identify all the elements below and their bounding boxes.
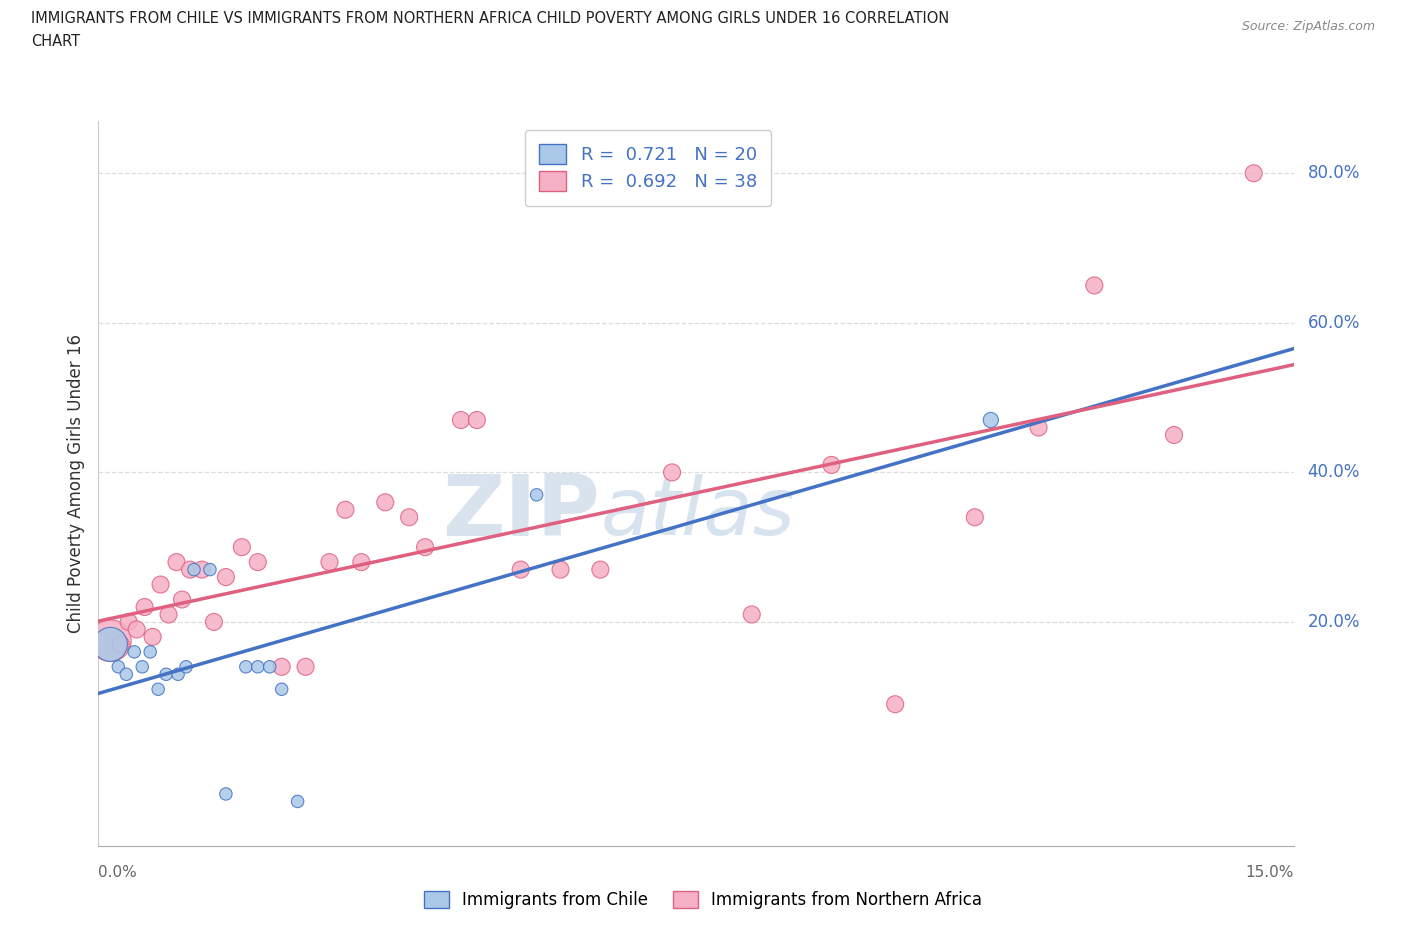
Point: [509, 562, 531, 577]
Point: [374, 495, 396, 510]
Point: [124, 644, 146, 659]
Point: [149, 578, 172, 592]
Point: [131, 659, 153, 674]
Point: [172, 592, 194, 607]
Point: [139, 644, 162, 659]
Point: [183, 562, 205, 577]
Text: CHART: CHART: [31, 34, 80, 49]
Point: [661, 465, 683, 480]
Text: IMMIGRANTS FROM CHILE VS IMMIGRANTS FROM NORTHERN AFRICA CHILD POVERTY AMONG GIR: IMMIGRANTS FROM CHILE VS IMMIGRANTS FROM…: [31, 11, 949, 26]
Point: [107, 659, 129, 674]
Point: [246, 554, 269, 569]
Text: 0.0%: 0.0%: [98, 865, 138, 880]
Point: [589, 562, 612, 577]
Point: [270, 659, 292, 674]
Point: [963, 510, 986, 525]
Text: 80.0%: 80.0%: [1308, 165, 1360, 182]
Point: [550, 562, 572, 577]
Point: [1243, 166, 1265, 180]
Point: [235, 659, 257, 674]
Point: [741, 607, 763, 622]
Point: [465, 413, 488, 428]
Point: [287, 794, 309, 809]
Point: [350, 554, 373, 569]
Point: [110, 637, 132, 652]
Text: 40.0%: 40.0%: [1308, 463, 1360, 482]
Point: [1083, 278, 1105, 293]
Text: atlas: atlas: [600, 473, 796, 551]
Point: [157, 607, 180, 622]
Point: [118, 615, 141, 630]
Point: [155, 667, 177, 682]
Point: [115, 667, 138, 682]
Point: [215, 787, 238, 802]
Text: 15.0%: 15.0%: [1246, 865, 1294, 880]
Point: [191, 562, 214, 577]
Point: [270, 682, 292, 697]
Point: [1028, 420, 1050, 435]
Point: [246, 659, 269, 674]
Point: [980, 413, 1002, 428]
Point: [450, 413, 472, 428]
Legend: R =  0.721   N = 20, R =  0.692   N = 38: R = 0.721 N = 20, R = 0.692 N = 38: [524, 130, 772, 206]
Text: 60.0%: 60.0%: [1308, 313, 1360, 332]
Text: Source: ZipAtlas.com: Source: ZipAtlas.com: [1241, 20, 1375, 33]
Point: [335, 502, 357, 517]
Legend: Immigrants from Chile, Immigrants from Northern Africa: Immigrants from Chile, Immigrants from N…: [415, 883, 991, 917]
Point: [125, 622, 148, 637]
Point: [98, 633, 122, 648]
Point: [526, 487, 548, 502]
Point: [167, 667, 190, 682]
Point: [174, 659, 197, 674]
Point: [215, 570, 238, 585]
Point: [413, 539, 436, 554]
Point: [179, 562, 201, 577]
Text: ZIP: ZIP: [443, 472, 600, 554]
Point: [198, 562, 221, 577]
Point: [202, 615, 225, 630]
Point: [142, 630, 165, 644]
Point: [166, 554, 188, 569]
Text: 20.0%: 20.0%: [1308, 613, 1360, 631]
Point: [820, 458, 842, 472]
Point: [398, 510, 420, 525]
Point: [1163, 428, 1185, 443]
Point: [318, 554, 340, 569]
Y-axis label: Child Poverty Among Girls Under 16: Child Poverty Among Girls Under 16: [66, 334, 84, 633]
Point: [294, 659, 316, 674]
Point: [134, 600, 156, 615]
Point: [98, 637, 122, 652]
Point: [231, 539, 253, 554]
Point: [259, 659, 281, 674]
Point: [884, 697, 907, 711]
Point: [148, 682, 170, 697]
